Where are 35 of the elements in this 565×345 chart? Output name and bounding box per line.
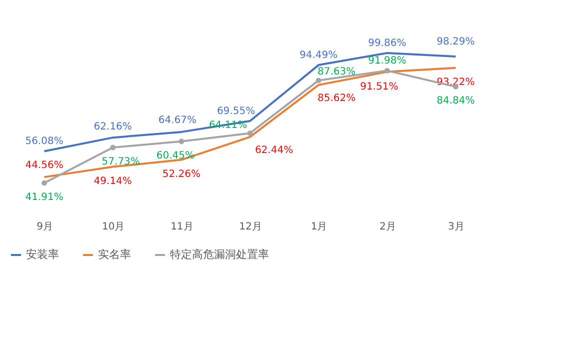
point (110, 144, 116, 150)
data-label: 99.86% (368, 38, 406, 49)
legend-label: 特定高危漏洞处置率 (170, 248, 269, 261)
x-tick-label: 10月 (102, 222, 125, 232)
legend-label: 安装率 (26, 248, 59, 261)
data-label: 44.56% (25, 160, 64, 172)
point (247, 130, 253, 136)
point (316, 78, 322, 84)
data-label: 64.67% (158, 114, 196, 126)
x-tick-label: 1月 (310, 222, 328, 232)
x-tick-label: 12月 (239, 222, 262, 232)
data-label: 57.73% (102, 156, 140, 168)
data-label: 94.49% (300, 50, 338, 62)
point (384, 68, 390, 74)
x-tick-label: 3月 (448, 222, 464, 232)
data-label: 62.44% (254, 144, 294, 156)
data-label: 85.62% (318, 92, 356, 104)
data-label: 56.08% (25, 136, 64, 148)
x-tick-label: 2月 (379, 222, 396, 232)
data-label: 69.55% (216, 106, 256, 117)
x-tick-label: 11月 (170, 222, 194, 232)
data-label: 62.16% (94, 122, 132, 133)
data-label: 52.26% (162, 168, 200, 180)
data-label: 91.51% (360, 82, 398, 93)
data-label: 60.45% (156, 150, 194, 162)
point (42, 180, 48, 186)
data-label: 84.84% (436, 96, 475, 107)
data-label: 41.91% (25, 192, 64, 203)
x-tick-label: 9月 (36, 222, 53, 232)
data-label: 87.63% (318, 66, 356, 78)
point (178, 138, 184, 144)
data-label: 49.14% (94, 176, 132, 187)
data-label: 98.29% (436, 36, 475, 48)
data-label: 91.98% (368, 56, 406, 67)
legend-label: 实名率 (98, 248, 131, 261)
